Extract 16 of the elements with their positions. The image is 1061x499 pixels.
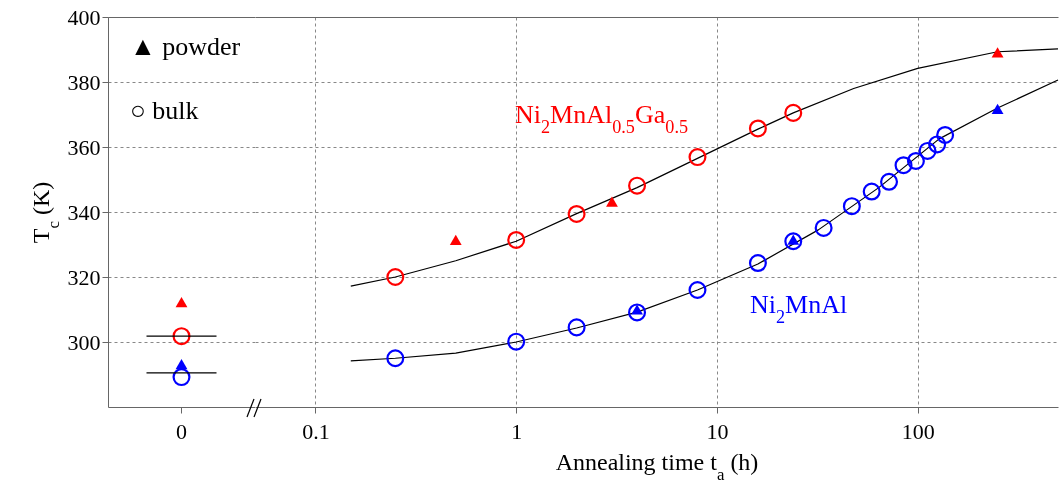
y-tick-label: 300 (67, 329, 101, 355)
x-tick-label: 100 (901, 418, 935, 444)
x-tick-label: 0 (176, 418, 187, 444)
x-tick-label: 10 (706, 418, 729, 444)
x-tick-label: 1 (511, 418, 523, 444)
y-tick-label: 380 (67, 69, 101, 95)
annotation: ○ bulk (130, 96, 199, 125)
annotation: ▲ powder (130, 32, 241, 61)
y-tick-label: 340 (67, 199, 101, 225)
x-tick-label: 0.1 (302, 418, 330, 444)
y-tick-label: 320 (67, 264, 101, 290)
y-tick-label: 400 (67, 4, 101, 30)
annotation: Ni$_{2}$MnAl (750, 290, 848, 327)
y-tick-label: 360 (67, 134, 101, 160)
x-axis-title: Annealing time t$_{a}$ (h) (555, 448, 759, 483)
annotation: Ni$_{2}$MnAl$_{0.5}$Ga$_{0.5}$ (515, 100, 689, 137)
